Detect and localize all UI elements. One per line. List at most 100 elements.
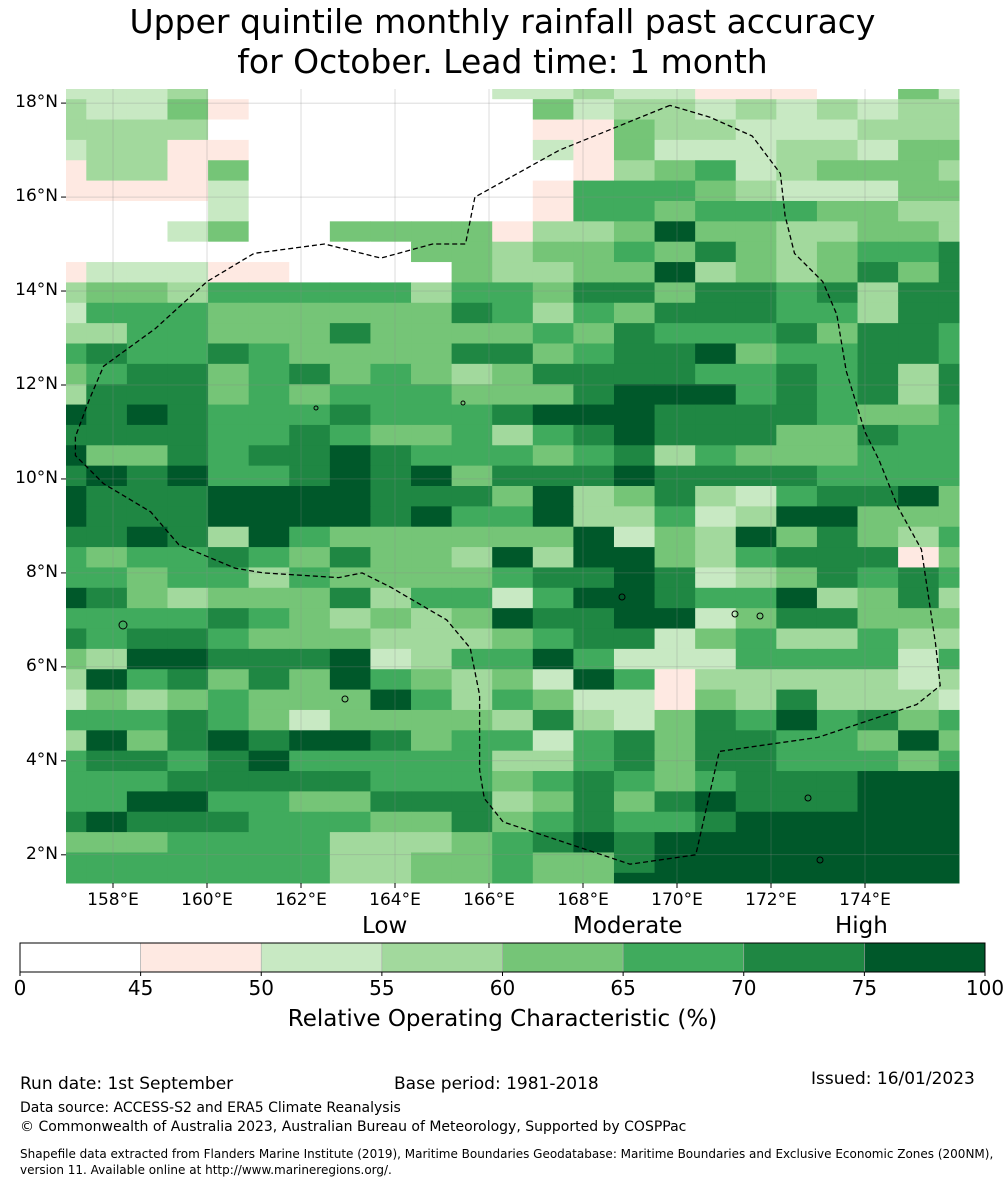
grid-cell <box>735 200 777 222</box>
grid-cell <box>613 119 656 141</box>
grid-cell <box>451 99 493 121</box>
grid-cell <box>66 872 87 884</box>
grid-cell <box>329 302 371 324</box>
grid-cell <box>654 445 696 467</box>
grid-cell <box>208 445 250 467</box>
grid-cell <box>167 262 209 283</box>
colorbar <box>19 942 986 976</box>
grid-cell <box>329 709 371 731</box>
grid-cell <box>248 323 290 344</box>
grid-cell <box>86 343 128 365</box>
grid-cell <box>289 669 331 691</box>
grid-cell <box>735 180 777 202</box>
grid-cell <box>86 872 128 884</box>
grid-cell <box>370 567 412 589</box>
grid-cell <box>492 547 534 568</box>
colorbar-tick-label: 45 <box>127 976 154 1000</box>
grid-cell <box>776 424 818 446</box>
grid-cell <box>654 241 696 263</box>
grid-cell <box>816 811 859 833</box>
grid-cell <box>370 648 412 670</box>
grid-cell <box>532 669 574 691</box>
grid-cell <box>532 180 574 202</box>
grid-cell <box>167 99 209 121</box>
grid-cell <box>573 730 615 752</box>
grid-cell <box>126 872 168 884</box>
grid-cell <box>898 648 940 670</box>
lon-tick-label: 160°E <box>181 890 233 910</box>
grid-cell <box>857 486 899 507</box>
grid-cell <box>573 363 615 385</box>
grid-cell <box>451 547 493 568</box>
grid-cell <box>532 832 574 853</box>
grid-cell <box>411 608 453 630</box>
grid-cell <box>654 689 696 711</box>
grid-cell <box>289 567 331 589</box>
grid-cell <box>492 180 534 202</box>
grid-cell <box>66 709 87 731</box>
grid-cell <box>654 526 696 548</box>
grid-cell <box>776 323 818 344</box>
grid-cell <box>66 750 87 772</box>
grid-cell <box>898 872 940 884</box>
grid-cell <box>938 465 960 487</box>
grid-cell <box>776 628 818 650</box>
grid-cell <box>370 771 412 792</box>
grid-cell <box>289 119 331 141</box>
grid-cell <box>735 771 777 792</box>
grid-cell <box>208 89 250 100</box>
lon-tick-label: 172°E <box>745 890 797 910</box>
grid-cell <box>938 160 960 182</box>
grid-cell <box>86 221 128 243</box>
grid-cell <box>613 709 656 731</box>
grid-cell <box>66 363 87 385</box>
grid-cell <box>126 587 168 609</box>
grid-cell <box>126 282 168 304</box>
grid-cell <box>938 771 960 792</box>
island-outline <box>618 593 626 601</box>
grid-cell <box>573 506 615 528</box>
grid-cell <box>451 791 493 813</box>
grid-cell <box>126 832 168 853</box>
grid-cell <box>857 384 899 406</box>
grid-cell <box>329 771 371 792</box>
grid-cell <box>532 791 574 813</box>
grid-cell <box>492 771 534 792</box>
grid-cell <box>898 465 940 487</box>
grid-cell <box>167 282 209 304</box>
grid-cell <box>938 139 960 161</box>
grid-cell <box>816 506 859 528</box>
grid-cell <box>126 323 168 344</box>
grid-cell <box>126 608 168 630</box>
grid-cell <box>248 730 290 752</box>
grid-cell <box>86 791 128 813</box>
grid-cell <box>532 302 574 324</box>
grid-cell <box>938 791 960 813</box>
grid-cell <box>492 200 534 222</box>
grid-cell <box>695 302 737 324</box>
grid-cell <box>451 363 493 385</box>
grid-cell <box>411 750 453 772</box>
grid-cell <box>938 262 960 283</box>
grid-cell <box>857 811 899 833</box>
colorbar-segment <box>381 942 503 973</box>
grid-cell <box>248 567 290 589</box>
grid-cell <box>816 771 859 792</box>
grid-cell <box>654 99 696 121</box>
island-outline <box>313 405 319 411</box>
grid-cell <box>289 384 331 406</box>
grid-cell <box>167 302 209 324</box>
axis-ticks <box>61 102 866 888</box>
grid-cell <box>735 750 777 772</box>
grid-cell <box>167 384 209 406</box>
grid-cell <box>370 486 412 507</box>
grid-cell <box>816 302 859 324</box>
island-outline <box>460 400 466 406</box>
grid-cell <box>776 445 818 467</box>
grid-cell <box>86 262 128 283</box>
grid-cell <box>167 119 209 141</box>
island-outline <box>118 620 128 630</box>
grid-cell <box>816 139 859 161</box>
grid-cell <box>86 384 128 406</box>
grid-cell <box>370 160 412 182</box>
